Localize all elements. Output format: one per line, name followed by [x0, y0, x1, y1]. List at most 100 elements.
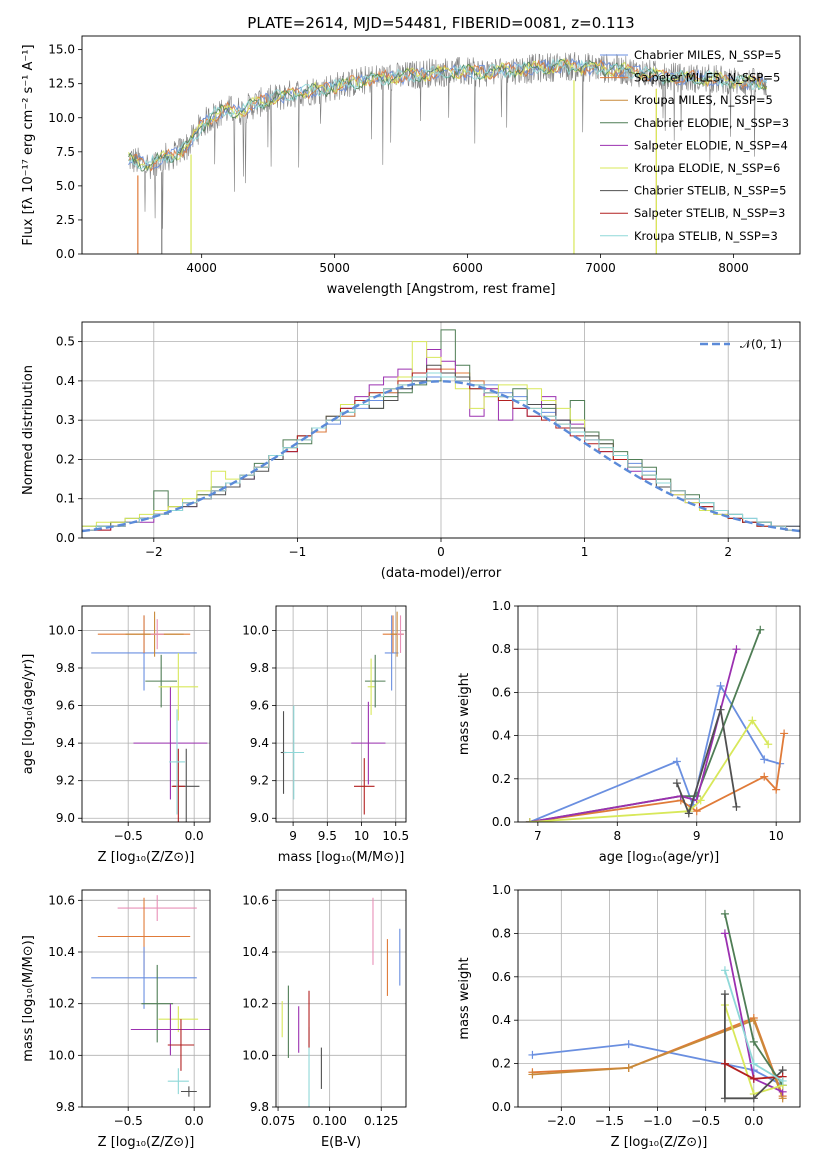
series-marker	[780, 729, 789, 738]
error-point	[150, 619, 164, 650]
y-tick-label: 9.8	[250, 1100, 269, 1114]
y-tick-label: 0.8	[492, 642, 511, 656]
x-tick-label: 9	[693, 829, 701, 843]
series-marker	[764, 740, 773, 749]
x-tick-label: −2	[145, 545, 163, 559]
axes-frame	[275, 605, 407, 823]
y-axis-label: age [log₁₀(age/yr)]	[21, 654, 36, 775]
y-tick-label: 0.5	[56, 335, 75, 349]
axes-frame	[275, 889, 407, 1108]
y-tick-label: 10.0	[242, 1048, 269, 1062]
x-axis-label: Z [log₁₀(Z/Z⊙)]	[98, 850, 195, 865]
y-tick-label: 10.6	[242, 893, 269, 907]
series-marker	[672, 757, 681, 766]
y-tick-label: 0.0	[492, 815, 511, 829]
x-tick-label: −0.5	[114, 829, 143, 843]
series-line	[529, 733, 785, 822]
series-marker	[720, 1059, 729, 1068]
series-line	[676, 709, 738, 817]
error-point	[167, 1019, 195, 1071]
series-marker	[672, 779, 681, 788]
axes-age_vs_mass: 9 9.5 10 10.5 9.0 9.2 9.4 9.6 9.8 10.0 mass [log₁₀…	[242, 605, 409, 865]
x-tick-label: 0	[437, 545, 445, 559]
series-marker	[720, 909, 729, 918]
y-tick-label: 0.2	[492, 772, 511, 786]
plot-area-residuals	[82, 329, 800, 538]
chart-title: PLATE=2614, MJD=54481, FIBERID=0081, z=0…	[247, 14, 634, 32]
legend-label: Kroupa MILES, N_SSP=5	[634, 93, 773, 107]
error-point	[351, 701, 386, 785]
y-tick-label: 9.8	[250, 661, 269, 675]
y-tick-label: 9.6	[250, 699, 269, 713]
axes-frame	[517, 605, 801, 823]
series-marker	[528, 1050, 537, 1059]
legend-label: Salpeter ELODIE, N_SSP=4	[634, 138, 788, 152]
x-tick-label: 7000	[585, 261, 616, 275]
x-tick-label: 6000	[452, 261, 483, 275]
normal-curve	[82, 380, 800, 533]
x-tick-label: −0.5	[114, 1114, 143, 1128]
y-tick-label: 9.8	[56, 661, 75, 675]
series-marker	[696, 796, 705, 805]
series-marker	[720, 1094, 729, 1103]
y-tick-label: 10.4	[48, 945, 75, 959]
x-axis-label: E(B-V)	[321, 1135, 361, 1150]
y-tick-label: 0.0	[492, 1100, 511, 1114]
y-tick-label: 10.2	[242, 997, 269, 1011]
x-tick-label: −2.0	[547, 1114, 576, 1128]
y-tick-label: 0.4	[492, 1013, 511, 1027]
y-tick-label: 7.5	[56, 145, 75, 159]
y-tick-label: 9.8	[56, 1100, 75, 1114]
series-line	[532, 1019, 784, 1099]
x-tick-label: 10.5	[382, 829, 409, 843]
x-tick-label: 0.0	[185, 829, 204, 843]
series-marker	[749, 1059, 758, 1068]
error-point	[283, 705, 305, 800]
x-tick-label: 10	[769, 829, 784, 843]
y-tick-label: 9.2	[250, 774, 269, 788]
y-tick-label: 5.0	[56, 179, 75, 193]
series-marker	[720, 990, 729, 999]
y-tick-label: 1.0	[492, 599, 511, 613]
x-tick-label: 9	[289, 829, 297, 843]
y-tick-label: 0.2	[492, 1057, 511, 1071]
legend-label: 𝒩(0, 1)	[740, 337, 782, 351]
spectrum-data-line	[128, 52, 768, 229]
plot-area-mass_vs_EBV	[281, 897, 401, 1107]
y-axis-label: mass [log₁₀(M/M⊙)]	[21, 935, 36, 1062]
y-tick-label: 10.0	[48, 1048, 75, 1062]
x-axis-label: mass [log₁₀(M/M⊙)]	[278, 850, 405, 865]
series-marker	[732, 645, 741, 654]
axes-frame	[81, 35, 801, 255]
x-tick-label: 8	[613, 829, 621, 843]
axes-mass_vs_EBV: 0.075 0.100 0.125 9.8 10.0 10.2 10.4 10.6 E(B-V)	[242, 889, 407, 1150]
spectrum-model-line	[128, 58, 767, 171]
plot-area-spectrum	[128, 52, 768, 254]
series-marker	[720, 929, 729, 938]
y-axis-label: Normed distribution	[21, 365, 36, 495]
series-marker	[772, 785, 781, 794]
axes-frame	[81, 605, 211, 823]
error-point	[364, 654, 386, 708]
x-tick-label: −1	[289, 545, 307, 559]
error-point	[145, 654, 178, 708]
x-axis-label: Z [log₁₀(Z/Z⊙)]	[611, 1135, 708, 1150]
x-axis-label: Z [log₁₀(Z/Z⊙)]	[98, 1135, 195, 1150]
series-marker	[749, 1094, 758, 1103]
legend-label: Kroupa STELIB, N_SSP=3	[634, 229, 778, 243]
error-point	[130, 1003, 210, 1056]
x-tick-label: 0.100	[312, 1114, 346, 1128]
y-tick-label: 0.6	[492, 685, 511, 699]
error-point	[171, 748, 185, 822]
y-tick-label: 10.0	[48, 111, 75, 125]
x-tick-label: 0.0	[744, 1114, 763, 1128]
axes-frame	[517, 889, 801, 1108]
y-tick-label: 0.1	[56, 492, 75, 506]
series-marker	[528, 1070, 537, 1079]
y-tick-label: 10.0	[48, 623, 75, 637]
plot-area-age_vs_Z	[91, 611, 208, 822]
axes-age_vs_Z: −0.5 0.0 9.0 9.2 9.4 9.6 9.8 10.0 Z [log₁₀(Z/Z⊙)…	[21, 605, 211, 865]
series-line	[529, 629, 762, 822]
error-point	[169, 709, 185, 815]
